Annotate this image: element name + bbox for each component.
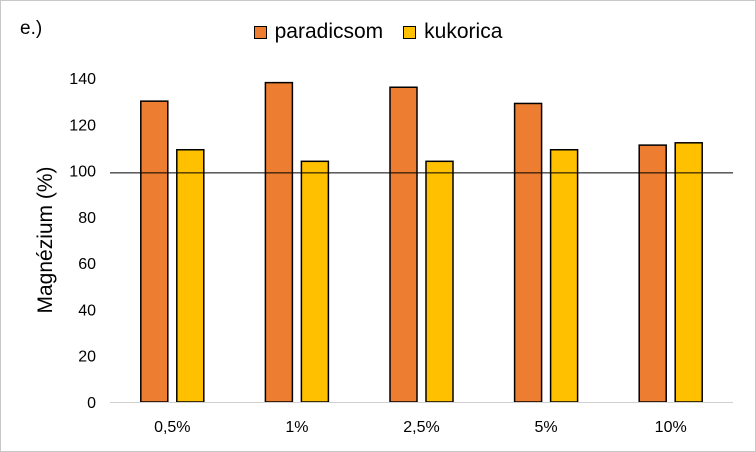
y-tick-label: 100 [69, 164, 96, 181]
y-tick-label: 40 [78, 302, 96, 319]
y-tick-label: 20 [78, 349, 96, 366]
x-tick-label: 10% [655, 419, 687, 436]
panel-label: e.) [20, 18, 43, 39]
bar-paradicsom-0 [140, 100, 169, 403]
bar-kukorica-1 [300, 160, 330, 403]
x-axis-ticks: 0,5% 1% 2,5% 5% 10% [154, 419, 687, 436]
x-tick-label: 5% [535, 419, 558, 436]
bar-paradicsom-4 [638, 144, 667, 403]
y-axis-label: Magnézium (%) [34, 166, 57, 313]
x-tick-label: 2,5% [403, 419, 439, 436]
legend-item-kukorica: kukorica [403, 20, 502, 44]
bar-paradicsom-2 [389, 86, 418, 403]
bar-kukorica-3 [549, 148, 579, 403]
legend-item-paradicsom: paradicsom [253, 20, 384, 44]
bar-paradicsom-1 [264, 81, 294, 403]
legend-swatch-kukorica [403, 25, 417, 39]
bars [140, 81, 703, 403]
bar-kukorica-0 [176, 148, 205, 403]
y-axis-ticks: 0 20 40 60 80 100 120 140 [69, 71, 96, 412]
y-tick-label: 140 [69, 71, 96, 88]
legend-swatch-paradicsom [253, 25, 267, 39]
legend-label-kukorica: kukorica [424, 20, 503, 43]
bar-paradicsom-3 [513, 102, 543, 403]
legend-label-paradicsom: paradicsom [274, 20, 384, 43]
bar-kukorica-4 [674, 142, 703, 403]
legend: paradicsom kukorica [0, 20, 756, 44]
y-tick-label: 120 [69, 117, 96, 134]
bar-kukorica-2 [425, 160, 454, 403]
y-tick-label: 0 [87, 395, 96, 412]
y-tick-label: 60 [78, 256, 96, 273]
x-tick-label: 1% [285, 419, 308, 436]
x-tick-label: 0,5% [154, 419, 190, 436]
y-tick-label: 80 [78, 210, 96, 227]
